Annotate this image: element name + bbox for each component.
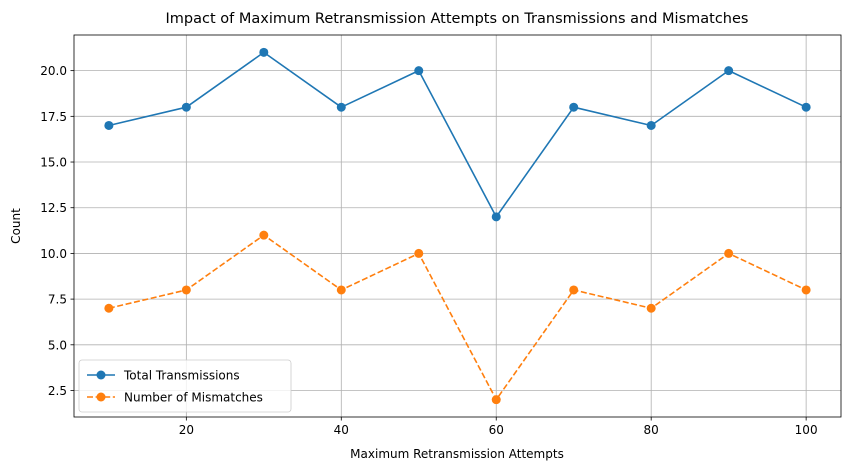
data-point	[646, 120, 656, 130]
x-tick-label: 40	[334, 423, 349, 437]
data-point	[491, 212, 501, 222]
x-tick-label: 100	[795, 423, 818, 437]
data-point	[259, 230, 269, 240]
data-point	[491, 395, 501, 405]
plot-frame	[73, 34, 842, 418]
data-point	[801, 102, 811, 112]
legend-marker	[96, 392, 106, 402]
legend-box	[78, 359, 292, 413]
legend-entry: Number of Mismatches	[87, 391, 263, 405]
data-point	[414, 248, 424, 258]
legend-marker	[96, 370, 106, 380]
data-point	[801, 285, 811, 295]
chart-title: Impact of Maximum Retransmission Attempt…	[166, 11, 749, 27]
y-tick-label: 17.5	[40, 110, 67, 124]
data-point	[569, 285, 579, 295]
series-1	[104, 47, 811, 222]
grid	[74, 35, 841, 417]
x-tick-label: 20	[179, 423, 194, 437]
y-tick-label: 5.0	[48, 338, 67, 352]
legend-entry: Total Transmissions	[87, 369, 240, 383]
y-tick-label: 2.5	[48, 384, 67, 398]
axes: 20 40 60 80 100 2.5 5.0 7.5 10.0 12.5 15.0 17.5 20.0	[40, 34, 842, 437]
data-point	[724, 248, 734, 258]
x-tick-label: 80	[644, 423, 659, 437]
legend: Total Transmissions Number of Mismatches	[78, 359, 292, 413]
series	[104, 47, 811, 405]
data-point	[104, 120, 114, 130]
y-tick-label: 15.0	[40, 156, 67, 170]
data-point	[569, 102, 579, 112]
series-2	[104, 230, 811, 405]
y-axis-label: Count	[9, 208, 23, 244]
y-tick-label: 12.5	[40, 201, 67, 215]
data-point	[724, 66, 734, 76]
legend-label: Total Transmissions	[123, 369, 240, 383]
data-point	[104, 303, 114, 313]
data-point	[414, 66, 424, 76]
x-tick-label: 60	[489, 423, 504, 437]
y-tick-label: 10.0	[40, 247, 67, 261]
y-tick-label: 20.0	[40, 64, 67, 78]
data-point	[259, 47, 269, 57]
data-point	[181, 102, 191, 112]
y-tick-label: 7.5	[48, 293, 67, 307]
data-point	[181, 285, 191, 295]
data-point	[646, 303, 656, 313]
series-line	[108, 51, 807, 218]
data-point	[336, 102, 346, 112]
x-axis-label: Maximum Retransmission Attempts	[350, 447, 564, 461]
legend-label: Number of Mismatches	[124, 391, 263, 405]
data-point	[336, 285, 346, 295]
